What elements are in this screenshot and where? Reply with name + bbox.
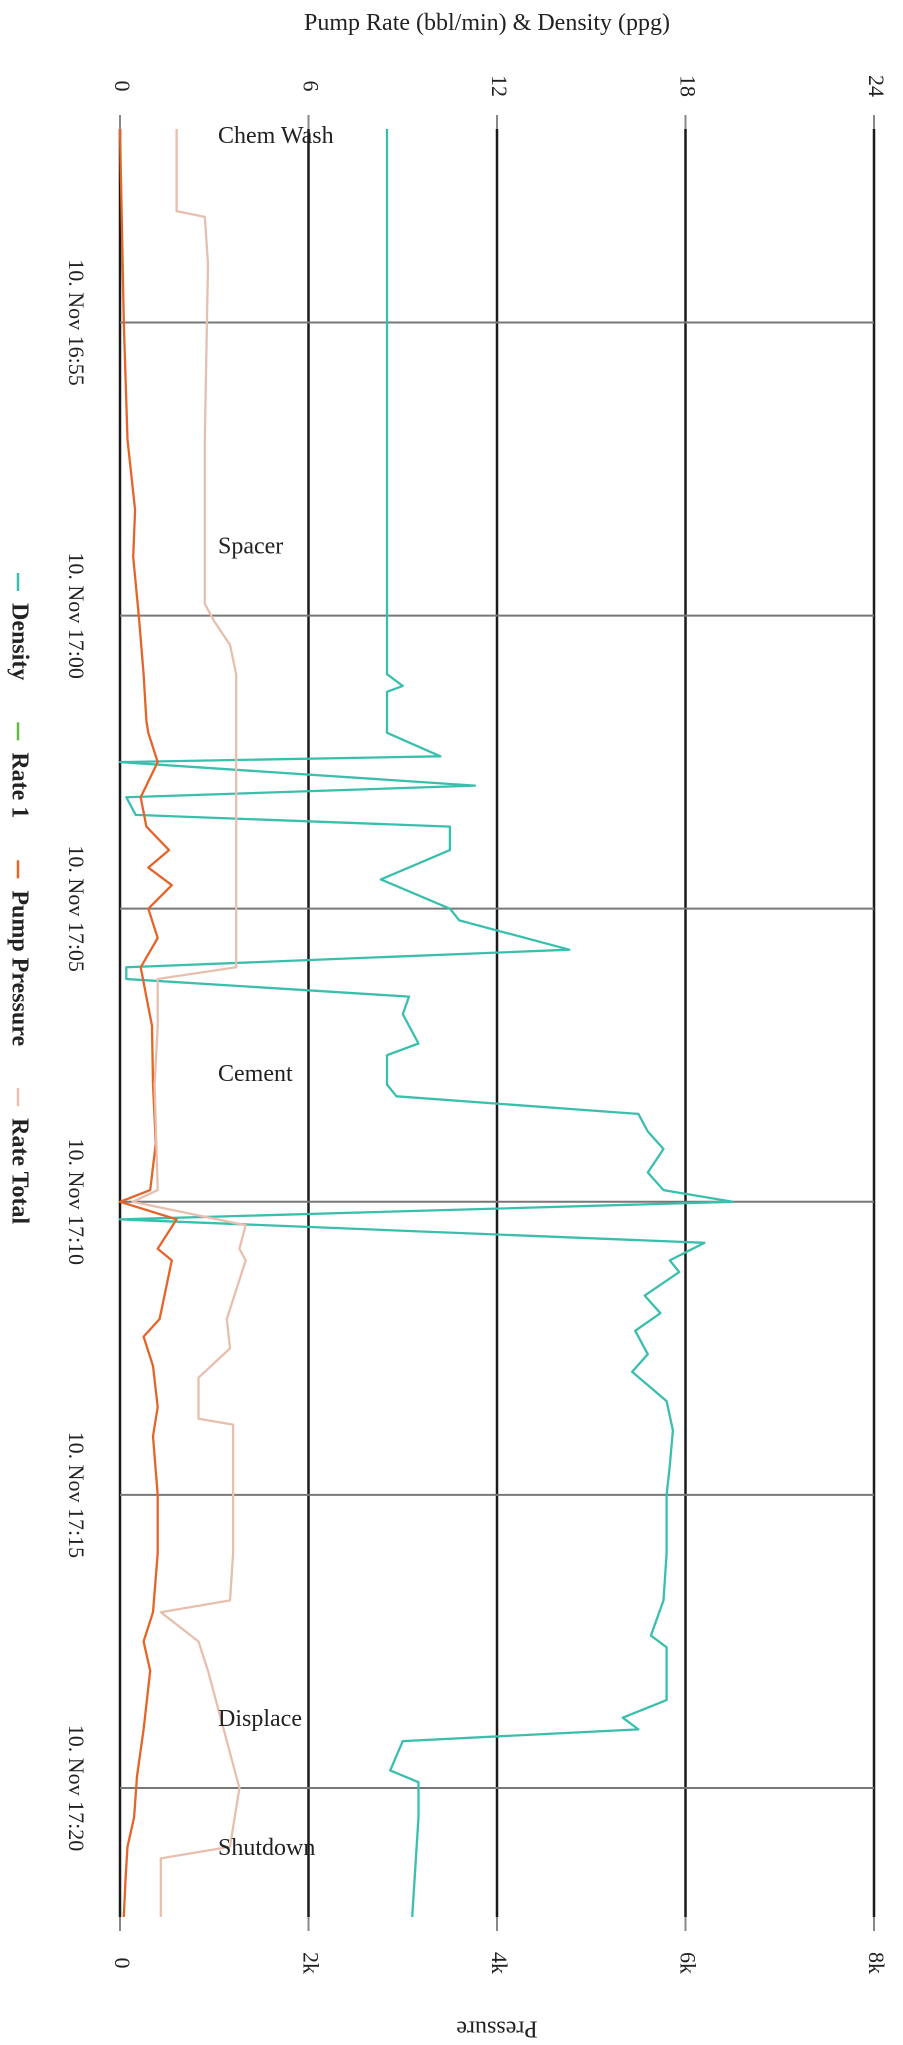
- left-axis-tick-label: 0: [110, 81, 135, 92]
- legend-label-rate-total: Rate Total: [6, 1118, 32, 1224]
- time-tick-label: 10. Nov 17:00: [64, 552, 89, 679]
- phase-label-displace: Displace: [218, 1706, 302, 1732]
- density-line: [118, 129, 734, 1918]
- series-lines: [118, 128, 734, 1918]
- legend-label-density: Density: [6, 603, 32, 680]
- right-axis-tick-label: 6k: [675, 1952, 700, 1974]
- phase-label-cement: Cement: [218, 1061, 293, 1087]
- legend-label-rate-1: Rate 1: [6, 752, 32, 818]
- axis-labels: 0 6 12 18 24 0 2k 4k 6k 8k Pump Rate (bbl/min) & D…: [64, 10, 889, 2042]
- right-axis-tick-label: 2k: [298, 1952, 323, 1974]
- right-axis-tick-label: 8k: [864, 1952, 889, 1974]
- phase-label-spacer: Spacer: [218, 533, 283, 559]
- phase-label-shutdown: Shutdown: [218, 1835, 315, 1861]
- time-tick-label: 10. Nov 17:10: [64, 1139, 89, 1266]
- right-axis-title: Pressure: [456, 2015, 537, 2041]
- right-axis-tick-label: 4k: [487, 1952, 512, 1974]
- legend-label-pump-pressure: Pump Pressure: [6, 890, 32, 1046]
- legend: Density Rate 1 Pump Pressure Rate Total: [6, 573, 33, 1224]
- time-tick-label: 10. Nov 17:15: [64, 1432, 89, 1559]
- time-tick-label: 10. Nov 17:05: [64, 845, 89, 972]
- left-axis-tick-label: 24: [864, 75, 889, 97]
- left-axis-tick-label: 18: [675, 75, 700, 97]
- left-axis-tick-label: 12: [487, 75, 512, 97]
- right-axis-tick-label: 0: [110, 1958, 135, 1969]
- rate-total-line: [131, 129, 247, 1917]
- time-tick-label: 10. Nov 16:55: [64, 259, 89, 386]
- phase-label-chem-wash: Chem Wash: [218, 123, 334, 149]
- grid: [118, 115, 876, 1931]
- left-axis-title: Pump Rate (bbl/min) & Density (ppg): [304, 10, 670, 36]
- pump-pressure-line: [118, 128, 178, 1918]
- time-tick-label: 10. Nov 17:20: [64, 1725, 89, 1852]
- left-axis-tick-label: 6: [298, 81, 323, 92]
